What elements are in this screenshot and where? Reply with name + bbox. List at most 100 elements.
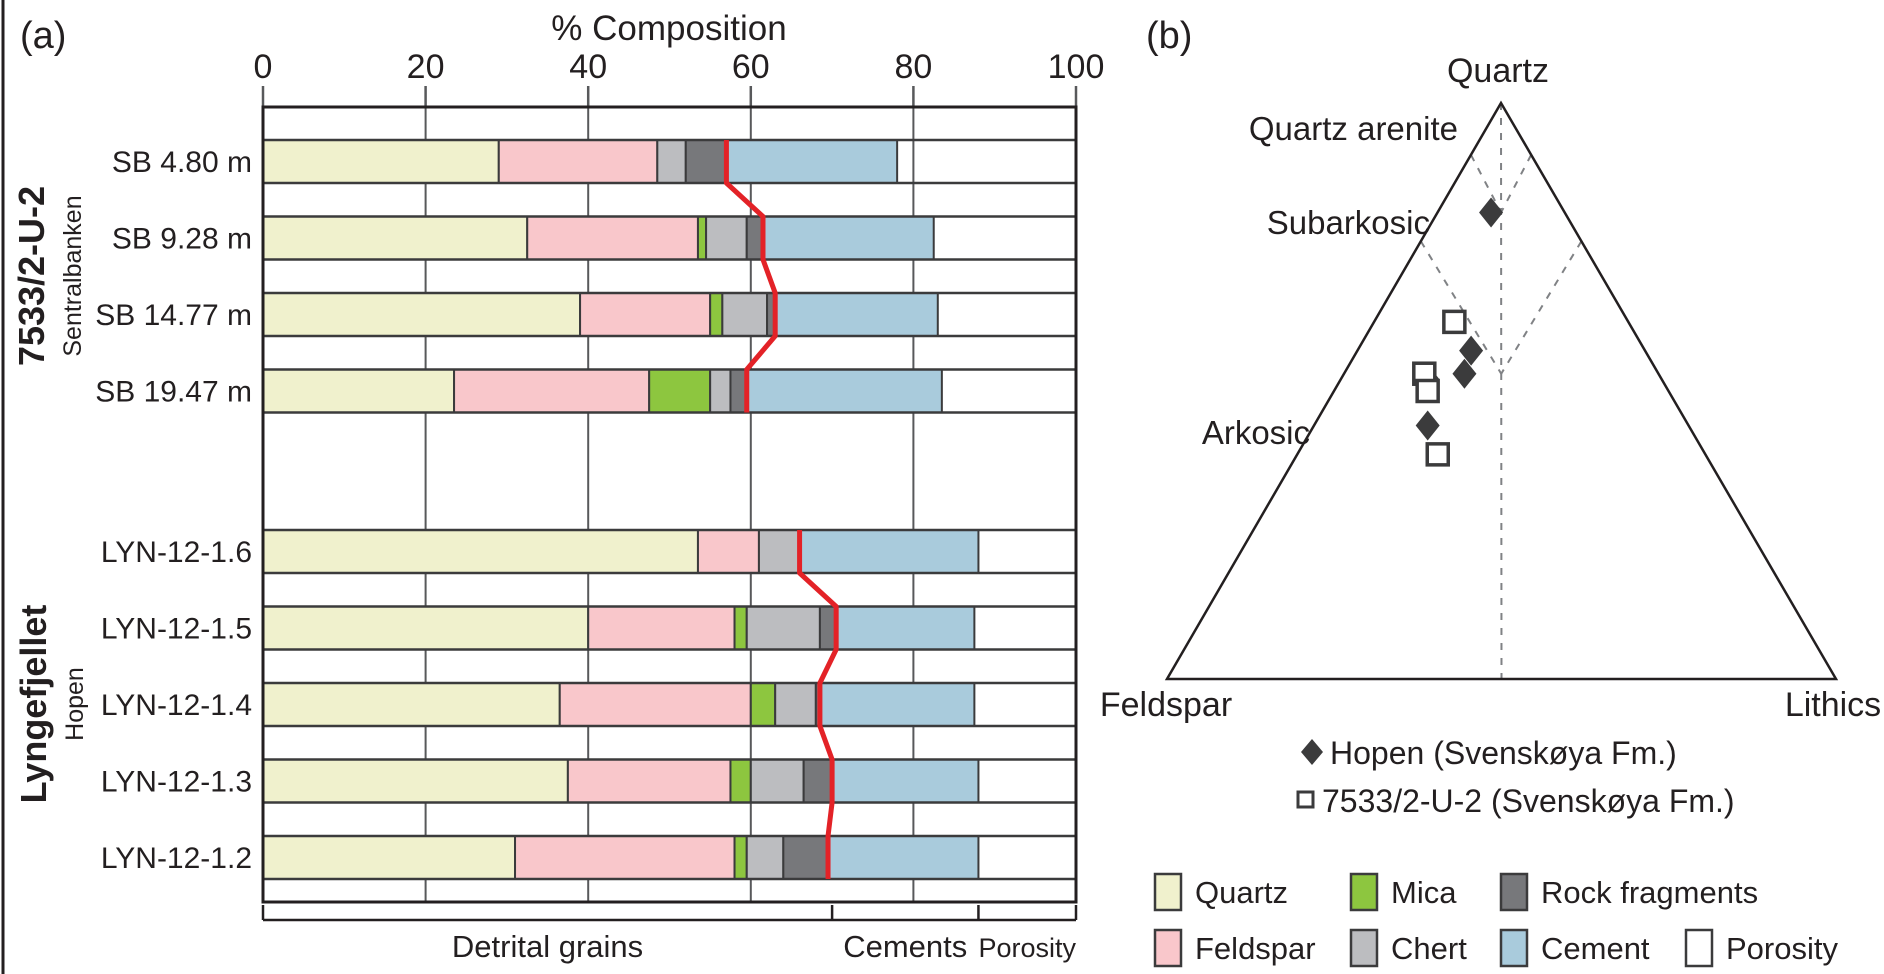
bar-segment-mica — [733, 605, 748, 651]
ternary-point-square — [1415, 378, 1440, 404]
sample-label: LYN-12-1.6 — [101, 536, 252, 569]
ternary-bottom-left-label: Feldspar — [1100, 686, 1232, 724]
classification-line-lower-right — [1500, 240, 1583, 375]
bar-segment-mica — [749, 682, 777, 727]
bar-segment-cement — [761, 215, 935, 261]
sample-label: LYN-12-1.2 — [101, 842, 252, 875]
bracket-label: Porosity — [978, 933, 1076, 963]
legend-label: Cement — [1541, 931, 1650, 966]
filled-diamond-icon — [1301, 739, 1323, 765]
field-label-arkosic: Arkosic — [1202, 414, 1310, 451]
group-2-subname: Hopen — [61, 667, 89, 741]
field-label-quartz-arenite: Quartz arenite — [1249, 110, 1458, 147]
sample-label: SB 14.77 m — [95, 299, 252, 332]
bar-segment-quartz — [262, 368, 456, 414]
axis-ticks: 0 20 40 60 80 100 — [254, 48, 1105, 107]
bar-segment-cement — [835, 605, 976, 651]
group-1-subname: Sentralbanken — [59, 195, 87, 356]
divider-polylines — [723, 140, 839, 879]
bar-segment-mica — [648, 368, 712, 414]
bar-segment-feldspar — [579, 292, 712, 337]
bar-row — [261, 138, 1078, 185]
color-legend: Quartz Mica Rock fragments Feldspar Chert Cem… — [1153, 872, 1838, 968]
bar-segment-mica — [709, 292, 724, 337]
group-2-name: Lyngefjellet — [13, 605, 54, 804]
panel-b-label: (b) — [1146, 15, 1192, 57]
bar-row — [261, 215, 1078, 261]
sample-label: SB 19.47 m — [95, 376, 252, 409]
bar-rows — [261, 138, 1078, 881]
bar-segment-feldspar — [558, 682, 752, 727]
bar-row — [261, 291, 1078, 338]
bar-segment-cement — [745, 368, 943, 414]
ternary-points — [1412, 197, 1504, 467]
bar-segment-quartz — [262, 835, 517, 880]
bar-segment-quartz — [262, 758, 569, 804]
bar-segment-cement — [831, 758, 980, 804]
bar-segment-quartz — [262, 215, 529, 261]
bar-segment-chert — [745, 835, 785, 880]
panel-a: (a) % Composition 0 20 40 60 80 100 SB 4.80 m… — [11, 9, 1104, 964]
sample-label: LYN-12-1.3 — [101, 766, 252, 799]
legend-swatch-cement — [1499, 928, 1529, 968]
bar-segment-mica — [729, 758, 752, 804]
classification-line-upper-right — [1500, 154, 1533, 213]
legend-label: Porosity — [1726, 931, 1838, 966]
bar-segment-cement — [798, 529, 980, 574]
axis-tick-label: 80 — [894, 48, 932, 86]
bar-segment-rock-fragments — [782, 835, 830, 880]
bar-segment-cement — [827, 835, 980, 880]
sample-label: LYN-12-1.4 — [101, 689, 252, 722]
bar-segment-feldspar — [453, 368, 651, 414]
bar-segment-chert — [749, 758, 805, 804]
sample-labels: SB 4.80 m SB 9.28 m SB 14.77 m SB 19.47 m LY… — [95, 146, 252, 875]
bar-segment-quartz — [262, 605, 590, 651]
plot-frame — [261, 105, 1078, 904]
bar-segment-feldspar — [696, 529, 760, 574]
bar-segment-feldspar — [497, 139, 659, 184]
legend-swatch-feldspar — [1153, 928, 1183, 968]
open-square-icon — [1296, 790, 1315, 809]
bar-segment-feldspar — [566, 758, 732, 804]
legend-label: Chert — [1391, 931, 1467, 966]
ternary-bottom-right-label: Lithics — [1785, 686, 1881, 724]
ternary-classification-lines — [1419, 102, 1583, 680]
ternary-point-square — [1442, 309, 1467, 335]
bar-segment-feldspar — [526, 215, 699, 261]
divider-line — [797, 530, 839, 879]
sample-label: SB 4.80 m — [112, 146, 252, 179]
bar-row — [261, 528, 1078, 575]
axis-tick-label: 100 — [1048, 48, 1105, 86]
axis-tick-label: 40 — [569, 48, 607, 86]
bar-segment-quartz — [262, 529, 699, 574]
bar-row — [261, 758, 1078, 804]
ternary-outline — [1164, 100, 1839, 681]
bar-segment-chert — [721, 292, 769, 337]
legend-swatch-rock-fragments — [1499, 872, 1529, 912]
bar-segment-chert — [709, 368, 732, 414]
bar-segment-mica — [733, 835, 748, 880]
ternary-triangle — [1164, 100, 1839, 681]
ternary-point-diamond — [1415, 410, 1440, 441]
panel-b: (b) Quartz Feldspar Lithics Quartz areni… — [1100, 15, 1881, 968]
bar-row — [261, 605, 1078, 651]
axis-tick-label: 60 — [732, 48, 770, 86]
legend-swatch-porosity — [1684, 928, 1714, 968]
bracket-label: Detrital grains — [452, 929, 643, 964]
bar-segment-chert — [656, 139, 687, 184]
bar-segment-chert — [745, 605, 821, 651]
bar-segment-chert — [705, 215, 748, 261]
footer-brackets: Detrital grains Cements Porosity — [261, 905, 1078, 964]
legend-swatch-quartz — [1153, 872, 1183, 912]
bar-segment-quartz — [262, 292, 582, 337]
ternary-point-diamond — [1459, 335, 1484, 366]
legend-swatch-mica — [1349, 872, 1379, 912]
bar-row — [261, 368, 1078, 414]
bar-segment-cement — [774, 292, 939, 337]
bar-segment-chert — [757, 529, 801, 574]
axis-tick-label: 20 — [407, 48, 445, 86]
legend-label: Rock fragments — [1541, 875, 1758, 910]
bar-segment-quartz — [262, 682, 561, 727]
chart-title: % Composition — [551, 9, 786, 48]
